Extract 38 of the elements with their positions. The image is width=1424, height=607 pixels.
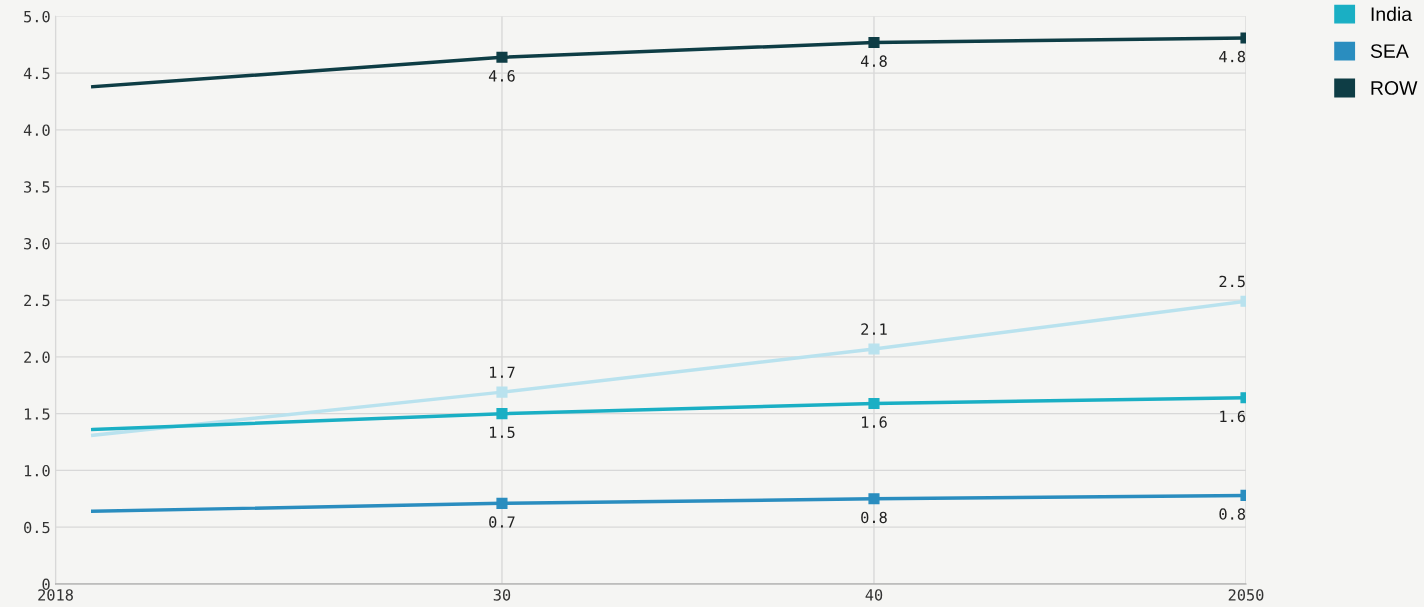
data-label: 0.7 <box>489 516 515 528</box>
point <box>496 386 508 398</box>
data-label: 1.7 <box>490 366 515 378</box>
y-tick-label: 3.0 <box>24 237 50 250</box>
y-tick-label: 1.5 <box>24 408 50 420</box>
data-label: 0.8 <box>861 511 887 524</box>
point <box>496 497 508 509</box>
legend-label: ROW <box>1371 81 1418 95</box>
data-label: 1.6 <box>1220 410 1246 423</box>
legend-label: India <box>1371 6 1413 22</box>
y-tick-label: 1.0 <box>24 464 50 477</box>
data-label: 2.1 <box>861 323 887 335</box>
y-tick-label: 3.5 <box>24 181 50 193</box>
point <box>496 51 508 63</box>
x-tick-label: 30 <box>493 589 511 601</box>
y-tick-label: 5.0 <box>24 10 50 23</box>
y-tick-label: 0 <box>42 578 50 590</box>
x-tick-label: 2050 <box>1228 589 1264 601</box>
x-tick-label: 40 <box>865 589 883 601</box>
y-tick-label: 2.0 <box>24 351 50 363</box>
y-tick-label: 2.5 <box>24 294 50 307</box>
data-label: 2.5 <box>1219 275 1245 288</box>
y-tick-label: 4.5 <box>23 67 50 80</box>
data-label: 0.8 <box>1219 508 1246 520</box>
point <box>868 397 880 410</box>
x-tick-label: 2018 <box>38 589 73 601</box>
y-tick-label: 0.5 <box>24 521 50 534</box>
y-tick-label: 4.0 <box>23 124 50 136</box>
point <box>496 408 508 420</box>
data-label: 1.5 <box>490 426 515 439</box>
point <box>868 343 880 355</box>
data-label: 1.6 <box>862 416 887 428</box>
data-label: 4.8 <box>860 55 887 67</box>
point <box>868 493 880 505</box>
data-label: 4.8 <box>1219 50 1246 63</box>
data-label: 4.6 <box>488 70 515 82</box>
point <box>868 36 880 49</box>
legend-label: SEA <box>1370 44 1409 58</box>
